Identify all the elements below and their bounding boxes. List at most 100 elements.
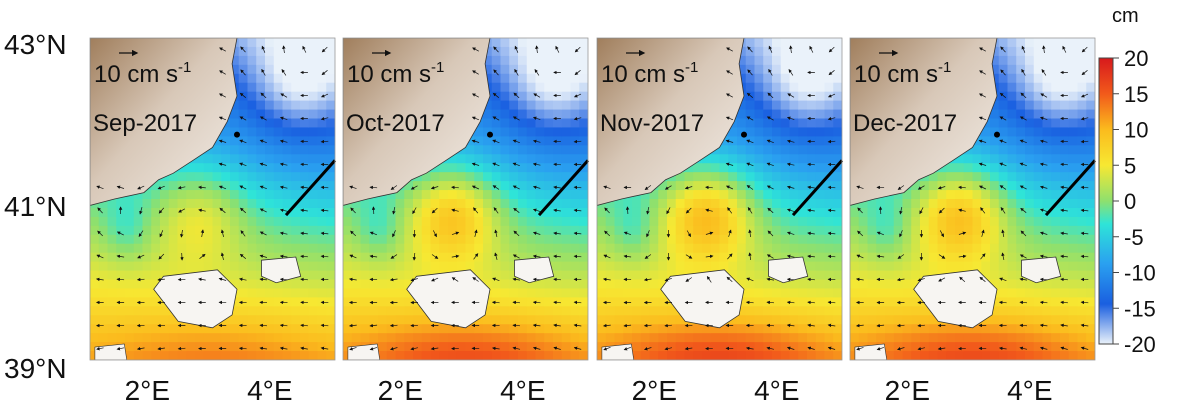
current-arrow <box>136 346 145 351</box>
current-arrow <box>430 346 439 351</box>
current-arrow <box>300 254 308 259</box>
current-arrow <box>1020 230 1027 237</box>
current-arrow <box>279 116 288 120</box>
current-arrow <box>535 45 539 54</box>
current-arrow <box>807 208 815 213</box>
current-arrow <box>300 185 308 190</box>
current-arrow <box>492 162 500 167</box>
current-arrow <box>279 277 288 282</box>
current-arrow <box>999 116 1007 121</box>
current-arrow <box>897 185 905 190</box>
current-arrow <box>432 230 437 238</box>
current-arrow <box>280 93 288 98</box>
current-arrow <box>392 207 396 215</box>
current-arrow <box>1060 277 1068 282</box>
current-arrow <box>1001 252 1005 260</box>
current-arrow <box>492 139 500 144</box>
current-arrow <box>766 254 774 259</box>
mallorca-island <box>913 269 998 329</box>
current-arrow <box>807 231 815 236</box>
x-label-4E: 4°E <box>754 375 799 406</box>
current-arrow <box>238 346 247 351</box>
current-arrow <box>789 45 793 54</box>
colorbar-tick-label: 0 <box>1124 189 1136 214</box>
panel-border <box>849 37 1096 361</box>
scale-exponent: -1 <box>685 59 698 76</box>
current-arrow <box>240 46 246 53</box>
current-arrow <box>828 46 835 53</box>
station-marker <box>234 131 240 138</box>
current-arrow <box>999 139 1007 144</box>
current-arrow <box>534 69 540 76</box>
current-arrow <box>786 208 795 212</box>
current-arrow <box>937 346 946 351</box>
current-arrow <box>1039 208 1048 212</box>
ibiza-island <box>347 343 381 360</box>
current-arrow <box>747 207 753 214</box>
current-arrow <box>512 139 520 144</box>
iberian-land <box>597 38 745 206</box>
current-arrow <box>1081 70 1088 76</box>
current-arrow <box>279 231 288 236</box>
current-arrow <box>899 230 903 238</box>
colorbar-tick-label: 5 <box>1124 153 1136 178</box>
station-marker <box>741 131 747 138</box>
scale-label: 10 cm s-1 <box>601 59 698 88</box>
current-arrow <box>431 207 438 214</box>
current-arrow <box>786 323 795 328</box>
current-arrow <box>998 300 1007 305</box>
current-arrow <box>1080 185 1089 190</box>
current-arrow <box>625 206 630 215</box>
current-arrow <box>279 254 288 259</box>
current-arrow <box>1039 162 1048 167</box>
current-arrow <box>573 185 582 190</box>
current-vectors <box>349 45 582 351</box>
current-arrow <box>553 323 561 328</box>
transect-line <box>791 159 844 217</box>
current-vectors <box>856 45 1089 351</box>
current-arrow <box>573 139 582 144</box>
current-arrow <box>412 207 417 215</box>
current-arrow <box>603 346 611 351</box>
current-arrow <box>573 323 582 328</box>
current-arrow <box>493 46 499 53</box>
map-panel-3: 10 cm s-1 Nov-2017 2°E 4°E <box>596 37 844 406</box>
current-arrow <box>1019 162 1027 167</box>
current-arrow <box>978 139 987 143</box>
scale-exponent: -1 <box>938 59 951 76</box>
colorbar-tick-label: 15 <box>1124 82 1148 107</box>
map-panel-1: 10 cm s-1 Sep-2017 2°E 4°E <box>89 37 337 406</box>
current-arrow <box>766 346 774 351</box>
current-arrow <box>431 254 439 259</box>
y-label-39n: 39°N <box>4 353 67 384</box>
current-vectors <box>96 45 329 351</box>
current-arrow <box>139 207 143 215</box>
current-arrow <box>1060 162 1068 167</box>
transect-line <box>1044 159 1097 217</box>
current-arrow <box>768 45 773 53</box>
current-arrow <box>532 162 541 167</box>
x-label-2E: 2°E <box>885 375 930 406</box>
current-arrow <box>471 139 480 143</box>
current-arrow <box>745 300 754 305</box>
current-arrow <box>807 185 815 190</box>
current-arrow <box>766 162 774 167</box>
current-arrow <box>786 116 795 120</box>
current-arrow <box>1060 208 1068 213</box>
current-arrow <box>473 253 479 260</box>
mallorca-island <box>153 269 238 329</box>
current-arrow <box>896 323 905 328</box>
ibiza-island <box>601 343 635 360</box>
current-arrow <box>937 186 946 190</box>
current-arrow <box>856 347 864 351</box>
current-arrow <box>807 162 815 167</box>
current-arrow <box>746 277 754 282</box>
current-arrow <box>159 230 164 238</box>
current-arrow <box>1060 346 1068 350</box>
current-arrow <box>116 277 125 282</box>
current-arrow <box>451 254 460 259</box>
current-arrow <box>574 70 581 76</box>
current-arrow <box>1039 300 1048 305</box>
current-arrow <box>178 208 186 213</box>
current-arrow <box>573 254 582 259</box>
